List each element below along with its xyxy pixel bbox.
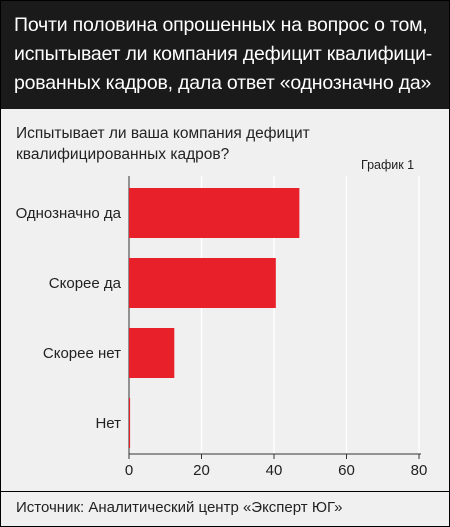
- category-label: Нет: [95, 415, 121, 432]
- category-label: Скорее нет: [43, 345, 121, 362]
- category-label: Однозначно да: [16, 205, 122, 222]
- bar-4: [129, 398, 131, 448]
- footer-divider: [1, 491, 449, 492]
- headline: Почти половина опрошенных на вопрос о то…: [14, 14, 433, 94]
- bar-3: [129, 328, 175, 378]
- header-band: Почти половина опрошенных на вопрос о то…: [1, 1, 449, 109]
- x-tick-label: 40: [266, 462, 283, 479]
- x-tick-label: 80: [411, 462, 428, 479]
- chart-question: Испытывает ли ваша компания дефицит квал…: [16, 125, 310, 163]
- bar-chart: 0 20 40 60 80 Однозначно да Скорее да Скорее не…: [16, 176, 428, 479]
- bar-2: [129, 258, 276, 308]
- source-note: Источник: Аналитический центр «Эксперт Ю…: [16, 499, 343, 516]
- chart-number-label: График 1: [361, 158, 415, 172]
- x-tick-label: 0: [125, 462, 133, 479]
- category-label: Скорее да: [49, 275, 122, 292]
- x-tick-label: 20: [193, 462, 210, 479]
- bar-1: [129, 188, 300, 238]
- x-tick-label: 60: [338, 462, 355, 479]
